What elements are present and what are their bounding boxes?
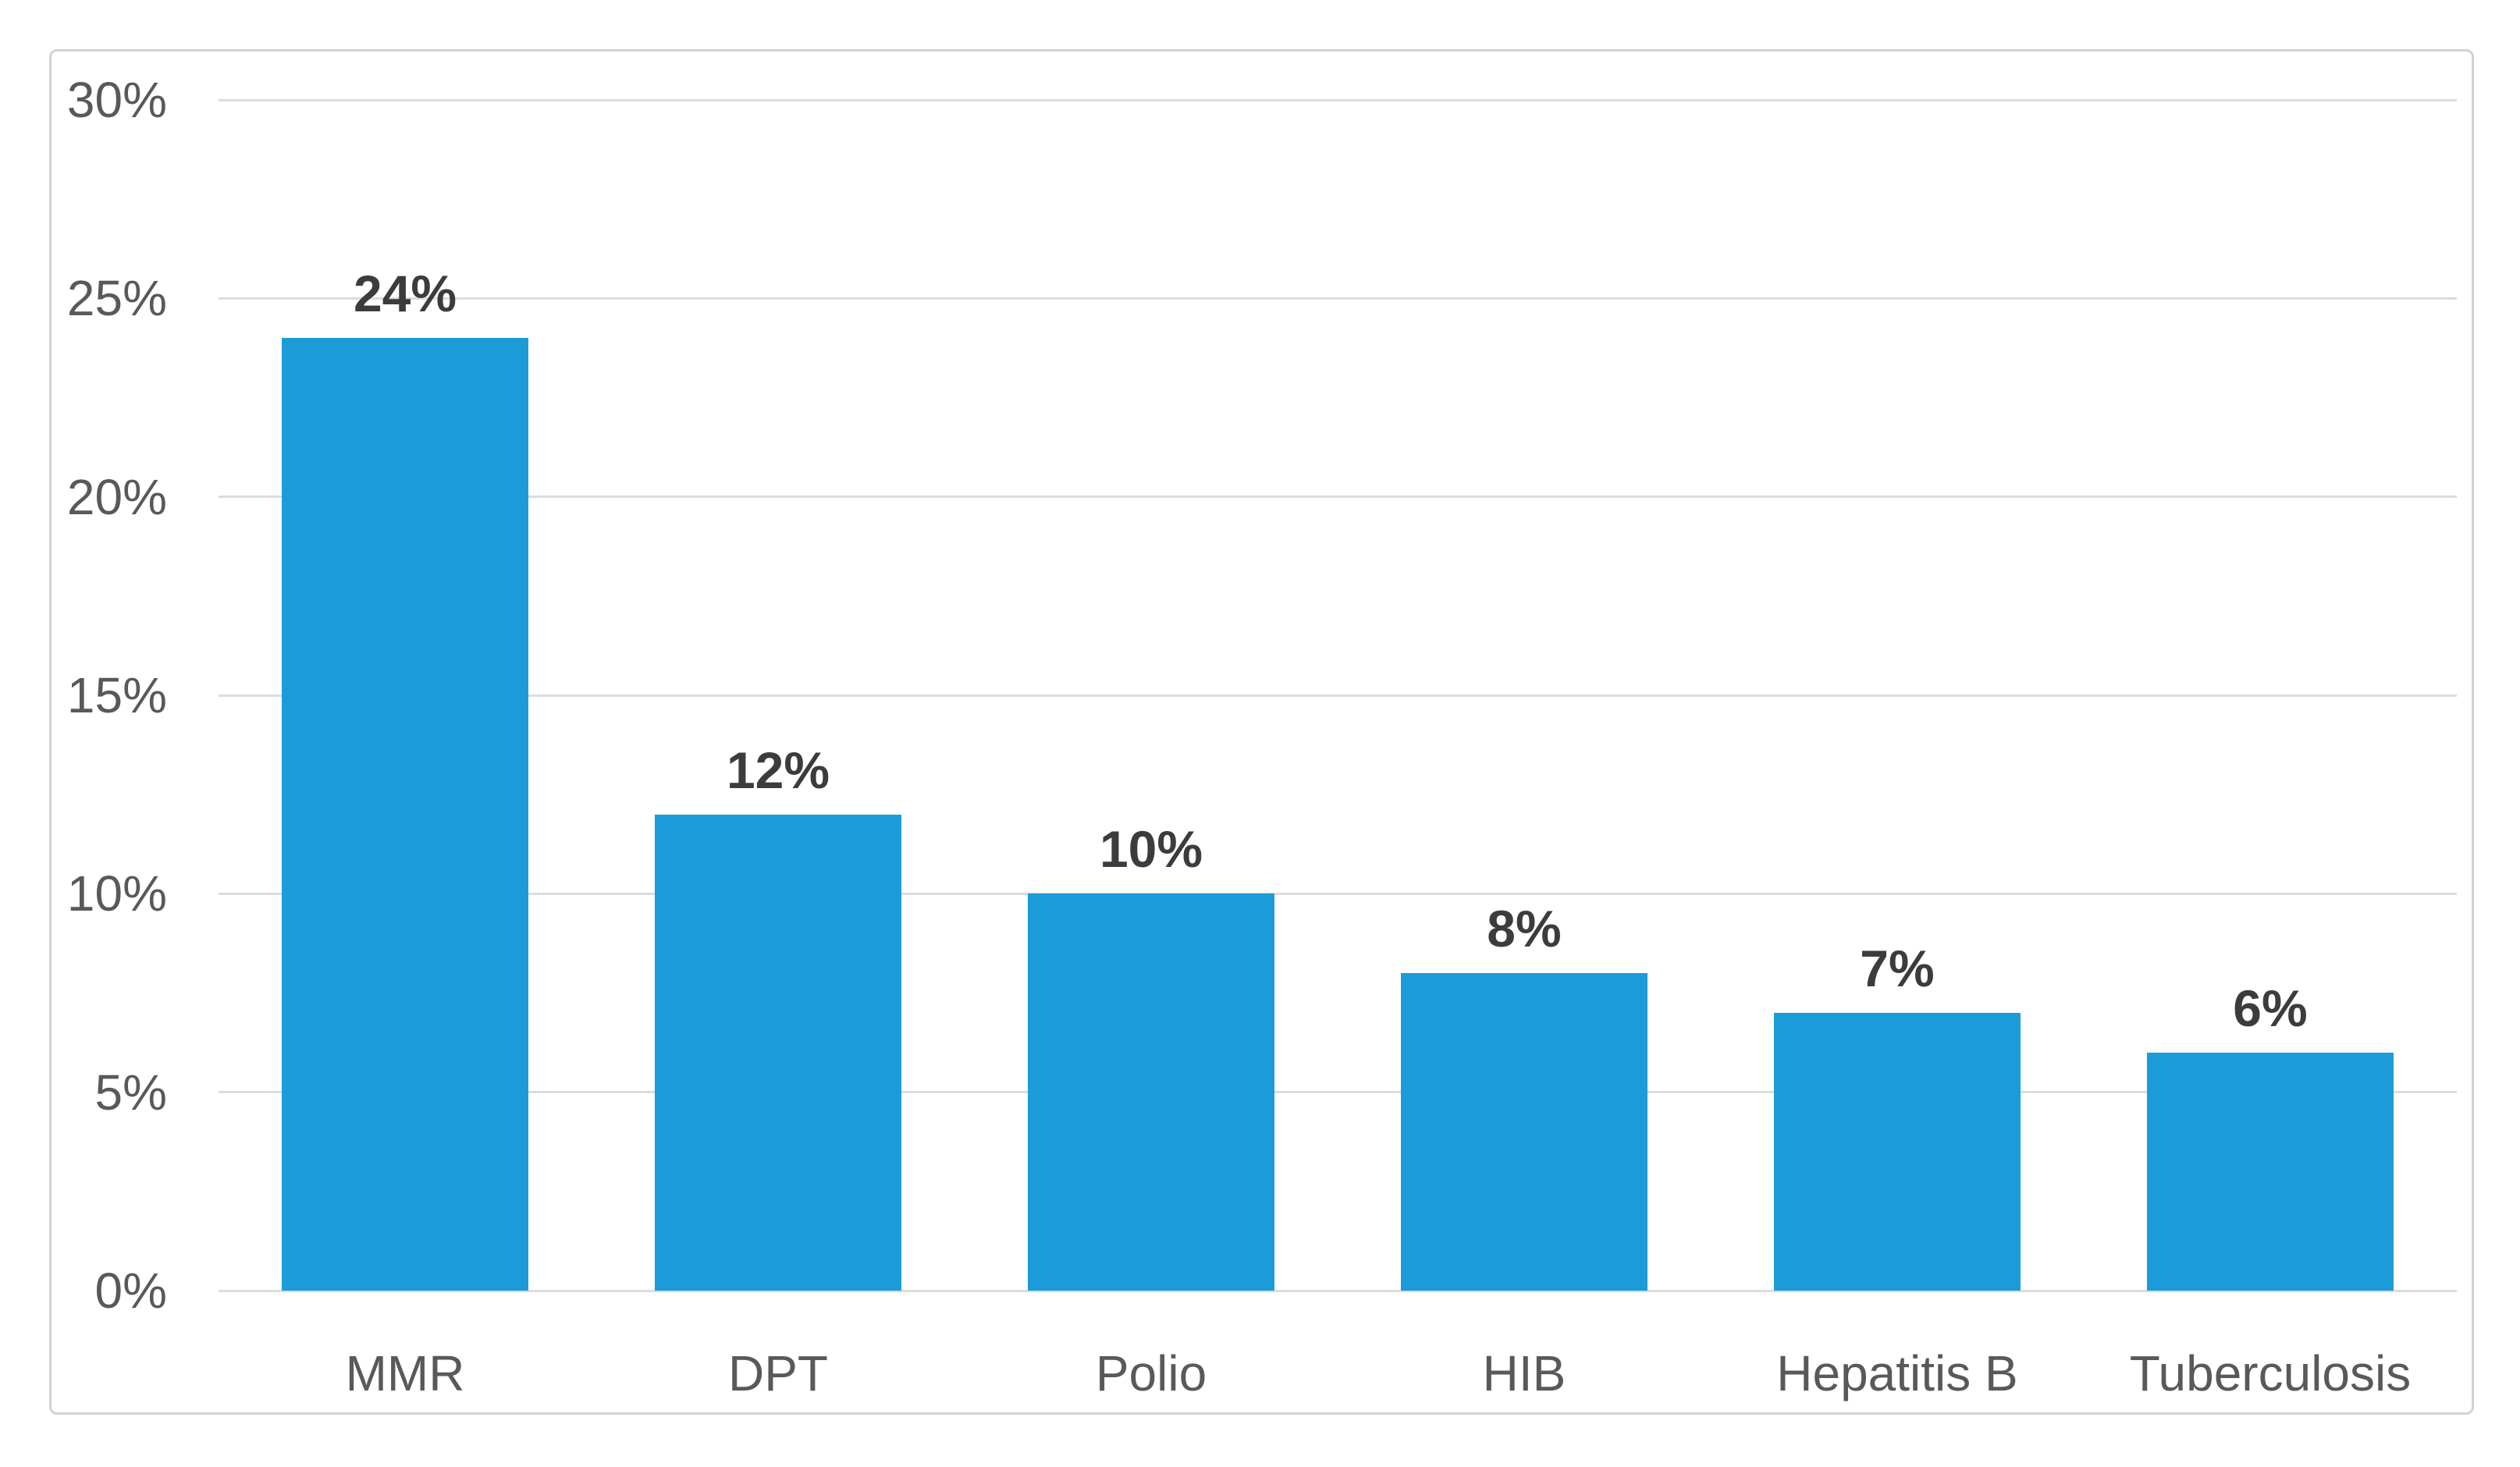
gridline [219,98,2457,101]
gridline [219,694,2457,697]
category-label: Tuberculosis [2129,1345,2412,1401]
plot-area: 24% 12% 10% 8% 7% 6% [219,98,2457,1292]
bar [1401,973,1647,1291]
bar-value-label: 6% [2233,979,2308,1037]
category-label: MMR [345,1345,465,1401]
bar [1774,1012,2021,1291]
gridline [219,892,2457,895]
bar-value-label: 7% [1860,939,1935,997]
y-tick-label: 30% [66,72,167,128]
gridline [219,297,2457,300]
category-label: DPT [728,1345,828,1401]
x-axis-labels: MMR DPT Polio HIB Hepatitis B Tuberculosis [219,1330,2457,1416]
y-axis-labels: 30% 25% 20% 15% 10% 5% 0% [28,0,167,1467]
y-tick-label: 25% [66,270,167,327]
y-tick-label: 5% [94,1064,168,1121]
bar [655,814,901,1291]
category-label: Hepatitis B [1776,1345,2018,1401]
bar [282,338,528,1291]
bar [2147,1052,2394,1291]
bar-value-label: 8% [1487,900,1562,958]
y-tick-label: 10% [66,865,167,922]
y-tick-label: 0% [94,1263,168,1319]
y-tick-label: 20% [66,468,167,525]
bar [1028,893,1274,1291]
y-tick-label: 15% [66,667,167,723]
gridline [219,1289,2457,1292]
bar-value-label: 10% [1099,820,1203,879]
category-label: HIB [1482,1345,1566,1401]
category-label: Polio [1095,1345,1207,1401]
bar-value-label: 12% [726,741,830,799]
gridline [219,496,2457,499]
bar-value-label: 24% [353,265,457,323]
gridline [219,1091,2457,1094]
